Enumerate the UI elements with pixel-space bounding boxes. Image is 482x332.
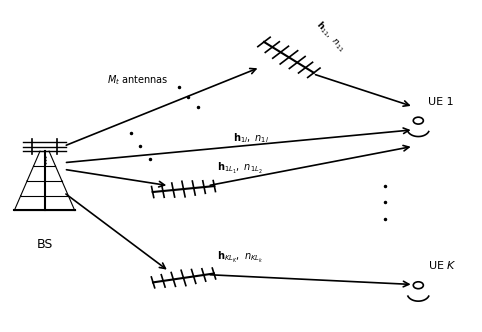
Text: $\mathbf{h}_{11},\ n_{11}$: $\mathbf{h}_{11},\ n_{11}$ <box>313 18 348 54</box>
Text: $\mathbf{h}_{1L_1},\ n_{1L_2}$: $\mathbf{h}_{1L_1},\ n_{1L_2}$ <box>217 161 263 176</box>
Text: $M_t$ antennas: $M_t$ antennas <box>107 73 168 87</box>
Text: UE $K$: UE $K$ <box>428 259 456 271</box>
Text: UE 1: UE 1 <box>428 97 454 107</box>
Text: $\mathbf{h}_{1l},\ n_{1l}$: $\mathbf{h}_{1l},\ n_{1l}$ <box>232 131 268 145</box>
Text: $\mathbf{h}_{KL_K},\ n_{KL_k}$: $\mathbf{h}_{KL_K},\ n_{KL_k}$ <box>217 250 264 265</box>
Text: BS: BS <box>36 238 53 251</box>
